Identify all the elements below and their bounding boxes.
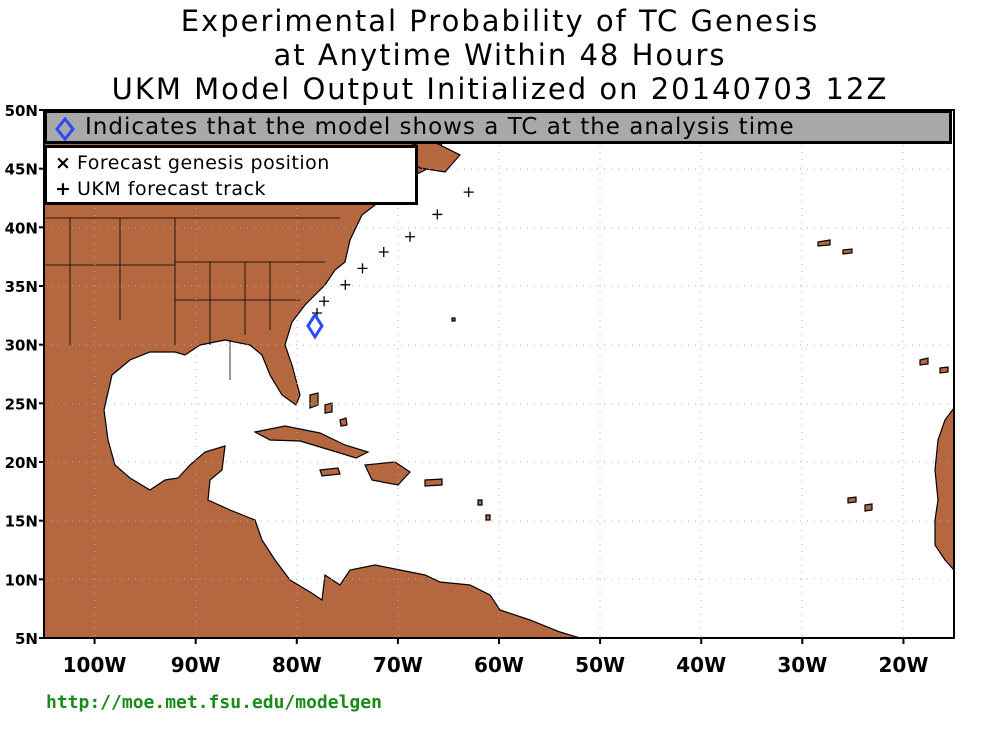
y-tick-label: 50N	[5, 102, 38, 120]
y-tick-label: 20N	[5, 454, 38, 472]
x-tick-label: 20W	[878, 653, 928, 677]
forecast-legend: × Forecast genesis position + UKM forecast…	[44, 145, 418, 205]
x-tick-label: 30W	[777, 653, 827, 677]
y-tick-label: 10N	[5, 571, 38, 589]
hispaniola	[364, 461, 411, 486]
analysis-legend-text: Indicates that the model shows a TC at t…	[85, 114, 795, 140]
ukm-forecast-track	[312, 187, 474, 318]
track-point	[357, 263, 368, 274]
x-tick-label: 50W	[575, 653, 625, 677]
title-line-3: UKM Model Output Initialized on 20140703…	[111, 72, 889, 106]
legend-track-row: + UKM forecast track	[55, 178, 266, 200]
analysis-diamond	[306, 312, 324, 340]
track-point	[340, 279, 351, 290]
x-tick-label: 70W	[373, 653, 423, 677]
diamond-icon	[55, 117, 75, 141]
track-point	[319, 296, 330, 307]
y-tick-label: 5N	[15, 630, 38, 648]
y-tick-label: 15N	[5, 513, 38, 531]
legend-genesis-row: × Forecast genesis position	[55, 152, 330, 174]
graticule	[44, 110, 954, 638]
x-tick-label: 100W	[63, 653, 127, 677]
y-axis: 50N 45N 40N 35N 30N 25N 20N 15N 10N 5N	[5, 102, 44, 648]
y-tick-label: 25N	[5, 395, 38, 413]
cuba	[253, 425, 370, 459]
x-tick-label: 90W	[171, 653, 221, 677]
north-america-landmass	[44, 110, 581, 638]
source-url[interactable]: http://moe.met.fsu.edu/modelgen	[46, 692, 382, 713]
track-point	[463, 187, 474, 198]
plus-icon: +	[55, 178, 72, 200]
africa-landmass	[934, 407, 954, 571]
track-point	[378, 246, 389, 257]
land-areas	[44, 110, 954, 638]
analysis-legend-bar: Indicates that the model shows a TC at t…	[44, 110, 952, 144]
boundaries	[44, 217, 340, 380]
x-axis: 100W 90W 80W 70W 60W 50W 40W 30W 20W	[63, 638, 928, 677]
legend-genesis-label: Forecast genesis position	[77, 152, 330, 174]
y-tick-label: 30N	[5, 337, 38, 355]
x-mark-icon: ×	[55, 152, 72, 174]
y-tick-label: 45N	[5, 161, 38, 179]
y-tick-label: 40N	[5, 219, 38, 237]
x-tick-label: 40W	[676, 653, 726, 677]
title-line-1: Experimental Probability of TC Genesis	[180, 4, 820, 38]
x-tick-label: 80W	[272, 653, 322, 677]
legend-track-label: UKM forecast track	[77, 178, 267, 200]
analysis-tc-marker	[306, 312, 324, 340]
track-point	[432, 209, 443, 220]
x-tick-label: 60W	[474, 653, 524, 677]
track-point	[405, 231, 416, 242]
title-line-2: at Anytime Within 48 Hours	[273, 38, 727, 72]
y-tick-label: 35N	[5, 278, 38, 296]
